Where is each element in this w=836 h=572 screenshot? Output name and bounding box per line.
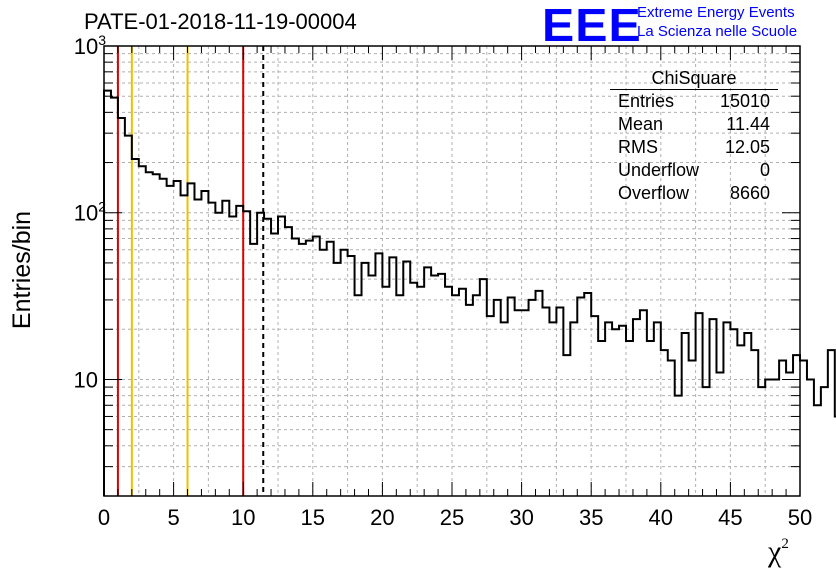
stats-label: RMS xyxy=(618,137,658,157)
stats-row-overflow: Overflow 8660 xyxy=(610,182,778,205)
stats-value: 8660 xyxy=(729,183,770,203)
logo-text-line1: Extreme Energy Events xyxy=(637,4,795,21)
stats-label: Underflow xyxy=(618,160,700,180)
stats-value: 15010 xyxy=(719,91,770,111)
x-axis-label: χ2 xyxy=(768,535,789,568)
stats-value: 0 xyxy=(759,160,770,180)
stats-value: 11.44 xyxy=(726,114,770,134)
stats-row-entries: Entries 15010 xyxy=(610,90,778,113)
logo-text-line2: La Scienza nelle Scuole xyxy=(637,23,798,40)
eee-logo: EEE xyxy=(542,0,642,51)
stats-label: Overflow xyxy=(618,183,690,203)
x-tick-label: 10 xyxy=(231,505,255,530)
x-tick-label: 50 xyxy=(788,505,812,530)
histogram-series xyxy=(103,89,836,496)
stats-box: ChiSquare Entries 15010 Mean 11.44 RMS 1… xyxy=(610,67,778,205)
x-tick-label: 40 xyxy=(649,505,673,530)
stats-value: 12.05 xyxy=(724,137,770,157)
stats-label: Mean xyxy=(618,114,664,134)
y-tick-label: 103 xyxy=(74,32,106,59)
x-tick-label: 5 xyxy=(167,505,179,530)
stats-label: Entries xyxy=(618,91,675,111)
x-tick-label: 35 xyxy=(579,505,603,530)
x-tick-label: 45 xyxy=(718,505,742,530)
y-tick-label: 102 xyxy=(74,199,106,226)
y-tick-label: 10 xyxy=(74,367,98,392)
x-tick-label: 0 xyxy=(98,505,110,530)
stats-title: ChiSquare xyxy=(610,67,778,90)
chart-title: PATE-01-2018-11-19-00004 xyxy=(84,9,357,34)
x-tick-label: 20 xyxy=(370,505,394,530)
y-axis-label: Entries/bin xyxy=(8,210,36,330)
x-tick-label: 30 xyxy=(509,505,533,530)
stats-row-mean: Mean 11.44 xyxy=(610,113,778,136)
x-tick-label: 25 xyxy=(440,505,464,530)
stats-row-rms: RMS 12.05 xyxy=(610,136,778,159)
x-tick-label: 15 xyxy=(301,505,325,530)
stats-row-underflow: Underflow 0 xyxy=(610,159,778,182)
